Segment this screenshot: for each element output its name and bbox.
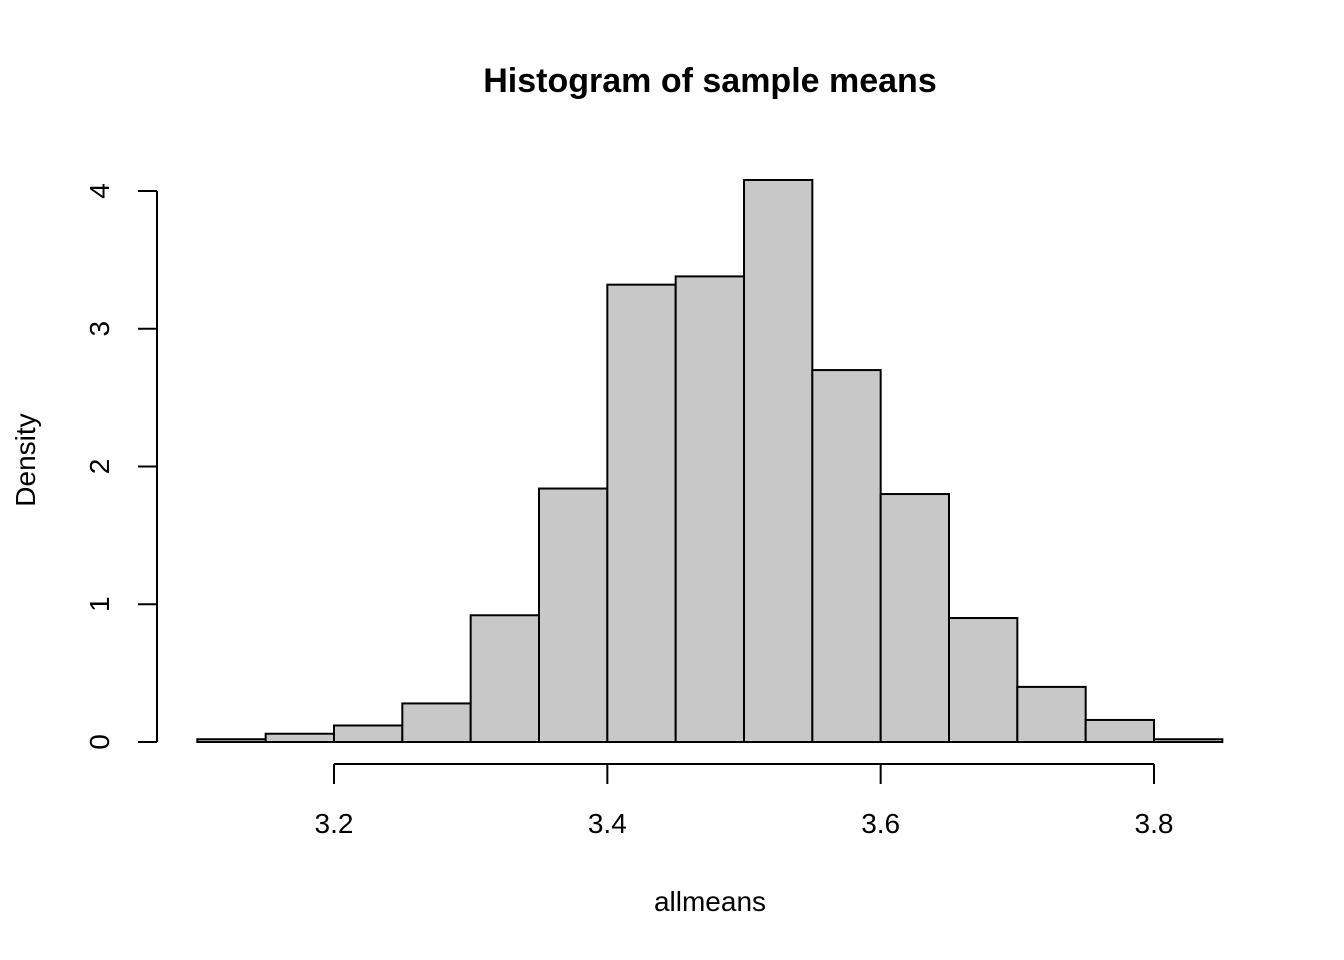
y-axis-label: Density (10, 413, 41, 506)
histogram-bar (674, 275, 746, 743)
histogram-bar (333, 724, 404, 743)
histogram-bar (1153, 738, 1224, 743)
histogram-bar (948, 617, 1019, 744)
y-tick-label: 2 (84, 459, 115, 475)
x-tick-label: 3.2 (315, 808, 354, 839)
histogram-bar (811, 369, 882, 743)
y-tick-label: 4 (84, 183, 115, 199)
x-tick-label: 3.4 (588, 808, 627, 839)
histogram-bars (196, 178, 1224, 744)
y-tick-label: 1 (84, 596, 115, 612)
y-axis: 0 1 2 3 4 (84, 183, 158, 750)
histogram-bar (469, 614, 540, 744)
histogram-bar (743, 178, 814, 744)
histogram-bar (196, 738, 267, 743)
x-tick-label: 3.6 (861, 808, 900, 839)
histogram-bar (1016, 685, 1087, 744)
chart-title: Histogram of sample means (483, 62, 936, 100)
x-tick-label: 3.8 (1135, 808, 1174, 839)
histogram-bar (1084, 718, 1155, 744)
histogram-bar (401, 702, 472, 743)
y-tick-label: 3 (84, 321, 115, 337)
histogram-bar (538, 487, 609, 744)
histogram-bar (606, 283, 677, 743)
x-axis-label: allmeans (654, 886, 766, 917)
histogram-bar (879, 493, 951, 743)
y-tick-label: 0 (84, 734, 115, 750)
x-axis: 3.2 3.4 3.6 3.8 (315, 763, 1174, 839)
histogram-bar (264, 732, 335, 743)
